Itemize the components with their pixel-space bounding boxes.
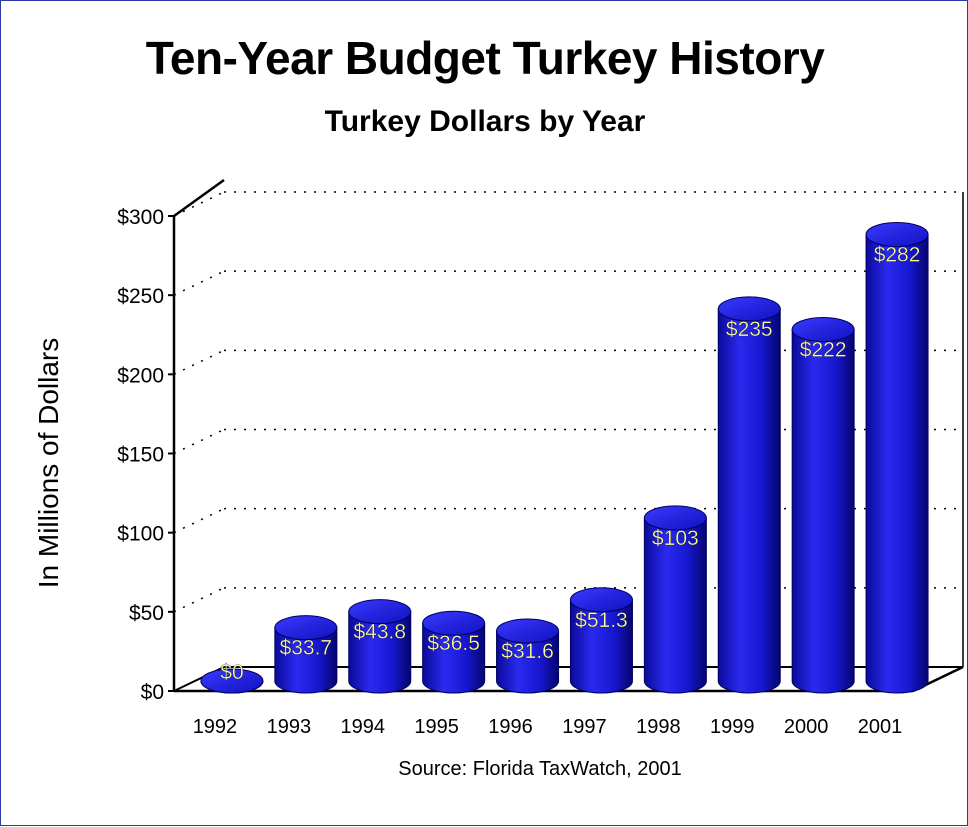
data-label: $103 xyxy=(652,527,699,550)
bar xyxy=(569,599,633,694)
y-tick-label: $200 xyxy=(117,364,164,387)
data-label: $31.6 xyxy=(501,640,554,663)
y-tick-label: $150 xyxy=(117,444,164,467)
x-tick-label: 1998 xyxy=(636,716,681,738)
bar-top xyxy=(717,296,781,322)
bar-top xyxy=(422,610,486,636)
bar xyxy=(496,630,560,694)
gridline-side xyxy=(173,270,225,296)
x-tick-label: 1994 xyxy=(341,716,386,738)
gridline-side xyxy=(173,191,225,217)
x-tick-label: 1993 xyxy=(267,716,312,738)
chart-title: Ten-Year Budget Turkey History xyxy=(145,32,825,84)
bar xyxy=(791,329,855,694)
bar xyxy=(865,234,929,694)
x-tick-label: 1992 xyxy=(193,716,238,738)
x-tick-label: 1995 xyxy=(414,716,459,738)
x-tick-label: 1999 xyxy=(710,716,755,738)
bar-top xyxy=(496,618,560,644)
bar-1997 xyxy=(569,587,633,694)
x-tick-label: 1997 xyxy=(562,716,607,738)
source-note: Source: Florida TaxWatch, 2001 xyxy=(398,758,682,780)
gridline-side xyxy=(173,507,225,534)
data-label: $0 xyxy=(220,661,243,684)
data-label: $43.8 xyxy=(353,621,406,644)
x-tick-label: 1996 xyxy=(488,716,533,738)
bar-1999 xyxy=(717,296,781,694)
bar-1992 xyxy=(200,668,264,694)
y-tick-label: $100 xyxy=(117,523,164,546)
chart-subtitle: Turkey Dollars by Year xyxy=(324,105,646,138)
y-tick-label: $0 xyxy=(141,681,164,704)
y-tick-label: $50 xyxy=(129,602,164,625)
bar xyxy=(717,308,781,694)
data-label: $282 xyxy=(874,244,921,267)
bar-top xyxy=(791,317,855,342)
left-wall-top-edge xyxy=(173,178,225,218)
bar-top xyxy=(569,587,633,613)
bar-2000 xyxy=(791,317,855,694)
bar-top xyxy=(643,505,707,531)
bar-1994 xyxy=(348,599,412,694)
bar-1998 xyxy=(643,505,707,694)
gridline-side xyxy=(173,428,225,455)
data-label: $222 xyxy=(800,339,847,362)
bar xyxy=(348,611,412,694)
x-tick-label: 2001 xyxy=(858,716,903,738)
bar-2001 xyxy=(865,222,929,694)
bar-1996 xyxy=(496,618,560,694)
bars-layer xyxy=(200,222,929,694)
data-label: $33.7 xyxy=(280,637,333,660)
gridline-side xyxy=(173,349,225,376)
data-label: $51.3 xyxy=(575,609,628,632)
bar xyxy=(422,622,486,694)
bar xyxy=(643,517,707,694)
bar-top xyxy=(348,599,412,625)
bar-1993 xyxy=(274,615,338,694)
labels-layer: $0 1992 $33.7 1993 $43.8 1994 $36.5 1995 $31.6 19… xyxy=(193,243,921,738)
y-tick-label: $250 xyxy=(117,285,164,308)
bar-top xyxy=(200,668,264,694)
gridline-side xyxy=(173,587,225,613)
bar xyxy=(274,627,338,694)
bar-top xyxy=(274,615,338,641)
data-label: $235 xyxy=(726,318,773,341)
x-tick-label: 2000 xyxy=(784,716,829,738)
data-label: $36.5 xyxy=(427,632,480,655)
bar-1995 xyxy=(422,610,486,694)
y-tick-label: $300 xyxy=(117,206,164,229)
bar-top xyxy=(865,222,929,247)
